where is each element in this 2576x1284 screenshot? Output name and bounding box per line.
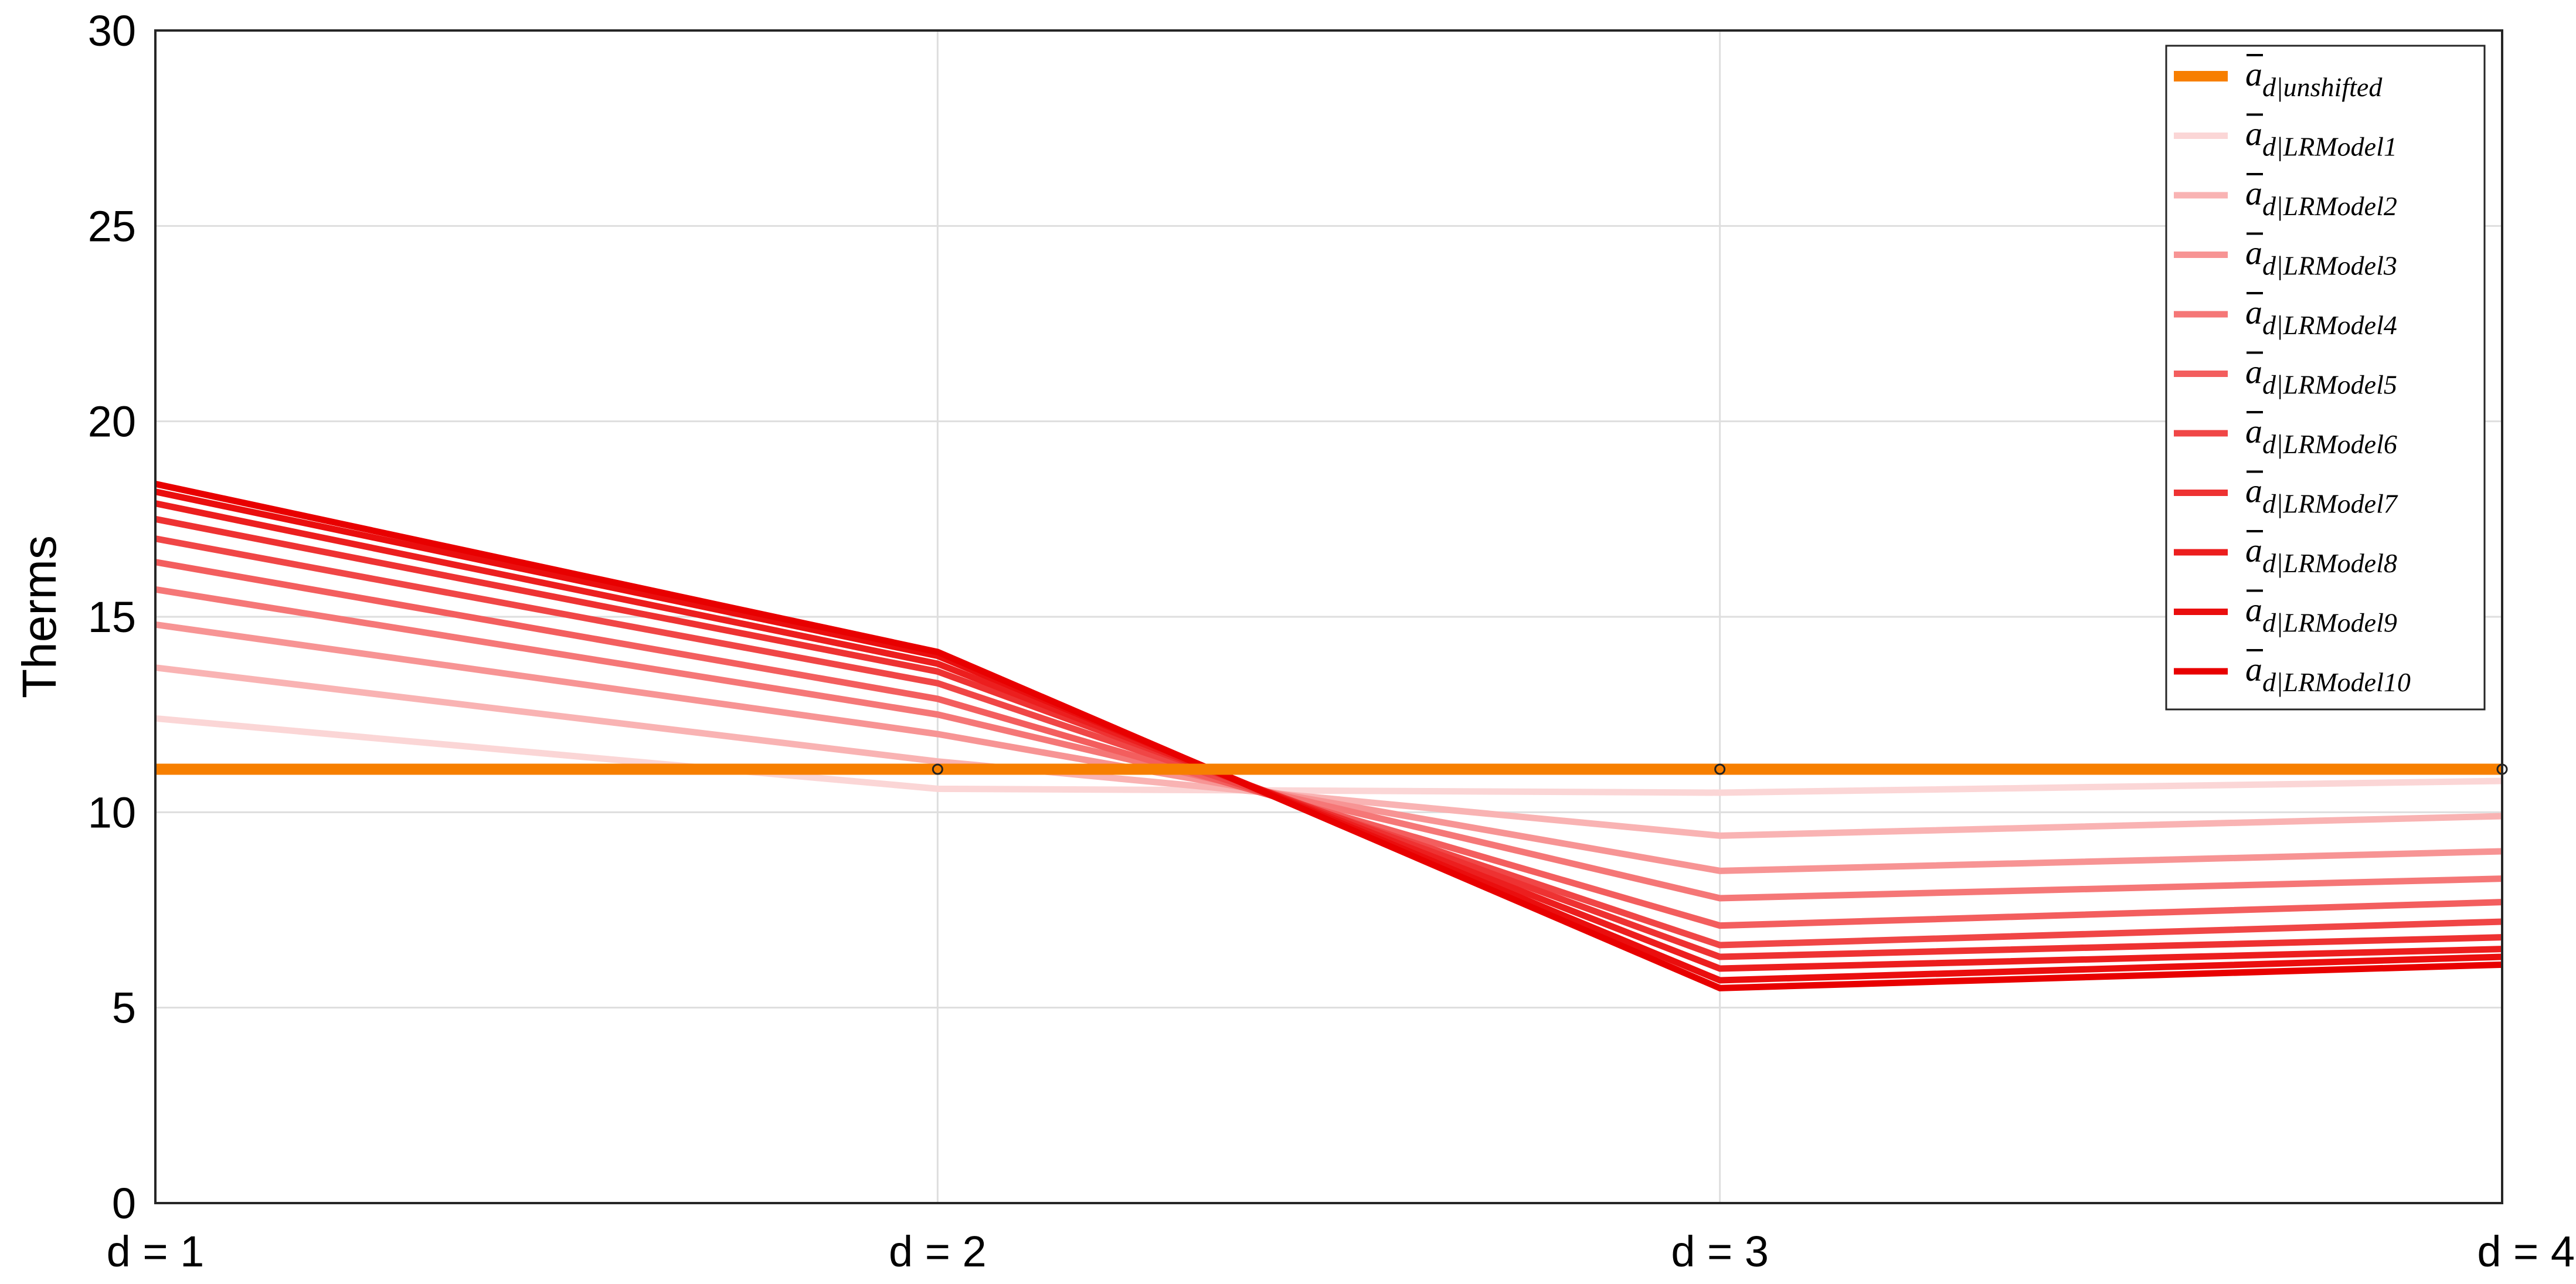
data-point-unshifted (1714, 763, 1726, 775)
y-tick-label: 5 (112, 984, 136, 1032)
legend-label-LRModel2: ad|LRModel2 (2245, 174, 2397, 221)
y-axis-label: Therms (13, 535, 66, 698)
series-line-LRModel10 (154, 480, 2503, 991)
y-tick-label: 10 (88, 788, 136, 837)
legend-series-name: LRModel1 (2283, 132, 2397, 162)
series-line-LRModel2 (155, 664, 2503, 839)
legend-label-LRModel5: ad|LRModel5 (2245, 353, 2397, 400)
legend-series-name: LRModel10 (2283, 667, 2411, 697)
x-tick-label: d = 1 (107, 1227, 205, 1276)
legend-label-LRModel7: ad|LRModel7 (2245, 472, 2398, 519)
x-tick-labels: d = 1 d = 2 d = 3 d = 4 (107, 1227, 2575, 1276)
data-point-unshifted (932, 763, 943, 775)
y-tick-label: 25 (88, 202, 136, 250)
legend-series-name: LRModel4 (2283, 310, 2397, 340)
legend-label-LRModel4: ad|LRModel4 (2245, 293, 2397, 340)
x-tick-label: d = 4 (2477, 1227, 2575, 1276)
legend-series-name: LRModel6 (2283, 429, 2397, 459)
legend-box (2165, 45, 2486, 711)
series-lines (154, 480, 2508, 991)
legend-series-name: LRModel9 (2283, 608, 2397, 638)
y-tick-labels: 0 5 10 15 20 25 30 (88, 6, 136, 1228)
legend-label-LRModel3: ad|LRModel3 (2245, 234, 2397, 281)
legend-series-name: LRModel7 (2283, 489, 2398, 519)
legend-series-name: LRModel5 (2283, 370, 2397, 400)
legend-label-LRModel9: ad|LRModel9 (2245, 591, 2397, 638)
legend: ad|unshifted ad|LRModel1 ad|LRModel2 ad|LRM… (2165, 45, 2486, 711)
legend-series-name: LRModel2 (2283, 191, 2397, 221)
y-tick-label: 30 (88, 6, 136, 55)
series-line-LRModel4 (155, 586, 2503, 902)
legend-series-name: unshifted (2283, 72, 2383, 102)
series-line-LRModel1 (155, 715, 2503, 796)
y-tick-label: 0 (112, 1179, 136, 1228)
legend-label-unshifted: ad|unshifted (2245, 55, 2383, 102)
y-tick-label: 15 (88, 593, 136, 641)
legend-label-LRModel8: ad|LRModel8 (2245, 531, 2397, 578)
plot-frame (154, 29, 2503, 1204)
series-line-LRModel3 (155, 621, 2503, 874)
legend-label-LRModel6: ad|LRModel6 (2245, 412, 2397, 459)
legend-series-name: LRModel8 (2283, 548, 2397, 578)
legend-series-name: LRModel3 (2283, 251, 2397, 281)
x-tick-label: d = 2 (889, 1227, 987, 1276)
legend-label-LRModel1: ad|LRModel1 (2245, 115, 2397, 162)
y-tick-label: 20 (88, 398, 136, 446)
x-tick-label: d = 3 (1671, 1227, 1769, 1276)
legend-label-LRModel10: ad|LRModel10 (2245, 650, 2411, 697)
